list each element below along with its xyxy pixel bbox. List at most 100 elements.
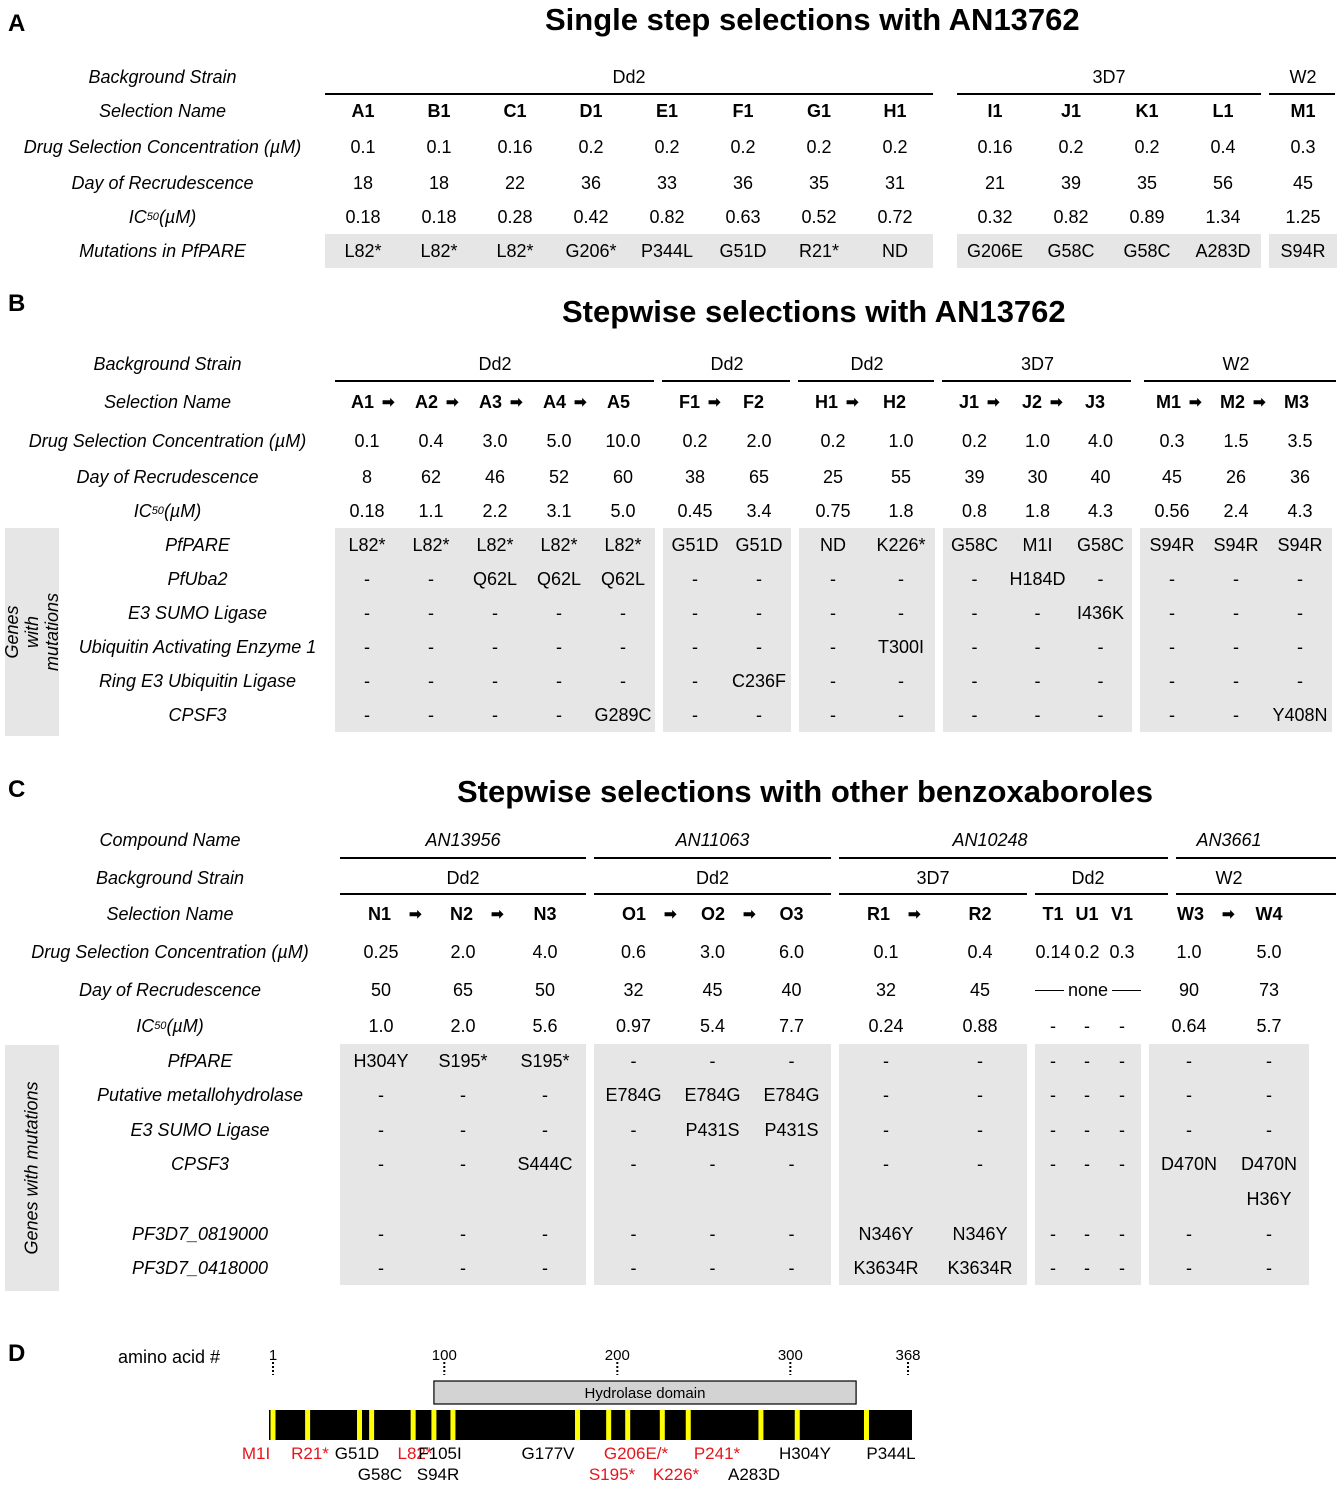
mutation-cell: - (556, 670, 562, 691)
ic50-cell: 1.34 (1205, 206, 1241, 227)
mutation-cell: - (788, 1257, 795, 1278)
selection-name-cell: J2 ➡ (1006, 382, 1069, 422)
mutation-label: A283D (728, 1465, 780, 1484)
panel-d-label: D (8, 1340, 26, 1367)
ic50-cell: - (1084, 1015, 1090, 1036)
panel-c-table: Compound Name Background Strain Selectio… (0, 820, 1341, 1285)
genes-with-mutations-label: Genes with mutations (5, 1045, 59, 1291)
selection-name: O2 (701, 903, 726, 924)
mutation-cell: - (883, 1119, 889, 1140)
mutation-label: H304Y (779, 1444, 831, 1463)
compound-underline (839, 857, 1168, 859)
mutation-cell: D470N (1160, 1153, 1218, 1174)
mutation-cell: - (542, 1119, 548, 1140)
mutation-cell: E784G (684, 1085, 741, 1105)
selection-name-cell: R1 ➡ (839, 896, 933, 932)
ic50-cell: 0.56 (1154, 500, 1190, 521)
mutation-cell: - (492, 636, 498, 657)
selection-name: J1 (959, 391, 980, 412)
mutation-cell: - (830, 636, 836, 657)
concentration-cell: 0.2 (961, 430, 988, 451)
gene-label: PfPARE (165, 534, 230, 555)
mutation-cell: - (1119, 1085, 1125, 1105)
mutation-label: G177V (522, 1444, 576, 1463)
gene-label: Ring E3 Ubiquitin Ligase (98, 670, 297, 691)
arrow-right-icon: ➡ (708, 394, 721, 411)
mutation-cell: - (1186, 1119, 1192, 1140)
selection-name-cell: I1 (987, 100, 1003, 121)
concentration-cell: 0.1 (354, 430, 380, 451)
arrow-right-icon: ➡ (664, 906, 677, 923)
selection-name: O1 (622, 903, 647, 924)
row-label-drug-concentration: Drug Selection Concentration (µM) (31, 941, 309, 962)
mutation-cell: Q62L (472, 568, 518, 589)
concentration-cell: 3.0 (482, 430, 508, 451)
selection-name: F2 (743, 391, 765, 412)
strain-header: Dd2 (478, 353, 512, 374)
mutation-cell: - (428, 602, 434, 623)
strain-header: W2 (1222, 353, 1250, 374)
mutation-cell: - (428, 636, 434, 657)
mutation-cell: E784G (605, 1085, 662, 1105)
arrow-right-icon: ➡ (409, 906, 422, 923)
row-label-day-recrudescence: Day of Recrudescence (76, 466, 259, 487)
mutation-cell: - (830, 670, 836, 691)
mutation-cell: - (630, 1223, 637, 1244)
gene-label: PfPARE (167, 1050, 233, 1071)
day-cell: 33 (656, 172, 678, 193)
mutation-cell: - (1266, 1050, 1272, 1071)
selection-name: J2 (1022, 391, 1043, 412)
mutation-cell: - (1084, 1085, 1090, 1105)
concentration-cell: 3.5 (1287, 430, 1313, 451)
arrow-right-icon: ➡ (1222, 906, 1235, 923)
selection-name-cell: H2 (867, 382, 935, 422)
mutation-label: M1I (242, 1444, 270, 1463)
selection-name: J3 (1085, 391, 1106, 412)
selection-name-cell: A4 ➡ (527, 382, 591, 422)
arrow-right-icon: ➡ (574, 394, 587, 411)
selection-name-cell: O2 ➡ (673, 896, 756, 932)
concentration-cell: 0.2 (730, 136, 756, 157)
arrow-right-icon: ➡ (446, 394, 459, 411)
mutation-cell: - (971, 670, 978, 691)
none-recrudescence: none (1035, 972, 1141, 1008)
concentration-cell: 1.0 (1176, 941, 1202, 962)
day-cell: 8 (361, 466, 372, 487)
mutation-mark (794, 1410, 800, 1440)
mutation-cell: L82* (496, 240, 534, 261)
ic50-cell: 4.3 (1087, 500, 1114, 521)
day-cell: 30 (1027, 466, 1048, 487)
mutation-cell: - (709, 1050, 716, 1071)
mutation-cell: - (756, 568, 762, 589)
strain-underline (594, 893, 831, 895)
mutation-cell: Q62L (536, 568, 582, 589)
strain-header: W2 (1215, 867, 1243, 888)
day-cell: 22 (504, 172, 526, 193)
mutation-cell: - (977, 1050, 983, 1071)
mutation-cell: - (1119, 1153, 1125, 1174)
ic50-cell: 5.6 (532, 1015, 558, 1036)
selection-name-cell: H1 (883, 100, 907, 121)
mutation-cell: - (977, 1119, 983, 1140)
mutation-cell: - (378, 1085, 384, 1105)
selection-name-cell: G1 (806, 100, 831, 121)
mutation-cell: - (364, 602, 370, 623)
concentration-cell: 0.6 (620, 941, 647, 962)
ic50-cell: 2.4 (1223, 500, 1249, 521)
compound-header: AN11063 (675, 829, 750, 850)
ic50-cell: - (1119, 1015, 1125, 1036)
arrow-right-icon: ➡ (1050, 394, 1063, 411)
selection-name: A2 (415, 391, 439, 412)
mutation-cell: L82* (348, 534, 386, 555)
mutation-cell: - (428, 670, 434, 691)
concentration-cell: 0.2 (654, 136, 680, 157)
ic50-cell: 0.82 (649, 206, 685, 227)
selection-name-cell: J3 (1069, 382, 1132, 422)
arrow-right-icon: ➡ (510, 394, 523, 411)
selection-name: F1 (679, 391, 701, 412)
row-label-mutations: Mutations in PfPARE (79, 240, 246, 261)
selection-name: V1 (1110, 903, 1134, 924)
day-cell: 36 (732, 172, 754, 193)
day-cell: 32 (875, 979, 897, 1000)
ic50-cell: 0.64 (1171, 1015, 1207, 1036)
